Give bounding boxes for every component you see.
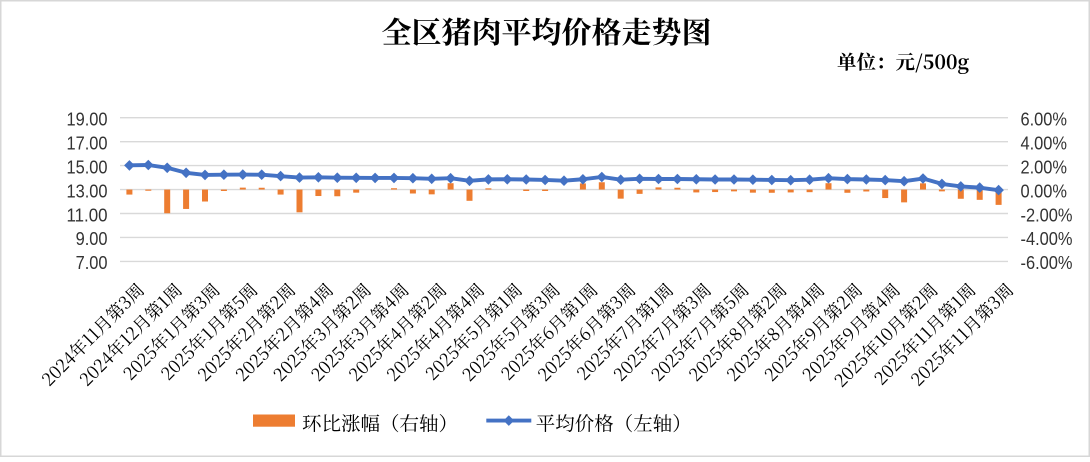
svg-text:15.00: 15.00 [67, 157, 108, 177]
svg-text:9.00: 9.00 [76, 229, 108, 249]
svg-text:0.00%: 0.00% [1021, 181, 1068, 201]
svg-text:-6.00%: -6.00% [1021, 253, 1073, 273]
svg-text:13.00: 13.00 [67, 181, 108, 201]
svg-text:17.00: 17.00 [67, 134, 108, 154]
svg-text:-4.00%: -4.00% [1021, 229, 1073, 249]
svg-text:7.00: 7.00 [76, 253, 108, 273]
svg-text:4.00%: 4.00% [1021, 134, 1068, 154]
svg-text:19.00: 19.00 [67, 110, 108, 130]
svg-text:2.00%: 2.00% [1021, 157, 1068, 177]
svg-text:11.00: 11.00 [67, 205, 108, 225]
svg-text:6.00%: 6.00% [1021, 110, 1068, 130]
svg-text:-2.00%: -2.00% [1021, 205, 1073, 225]
